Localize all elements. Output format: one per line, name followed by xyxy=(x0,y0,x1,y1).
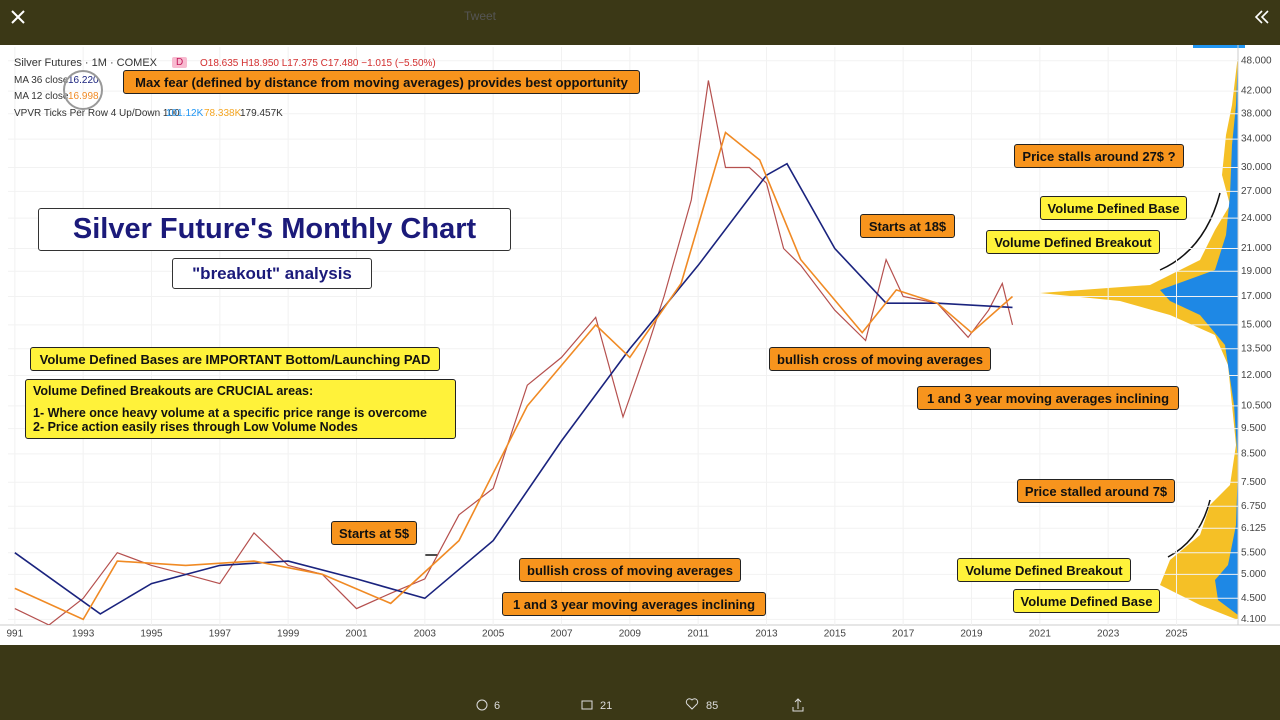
x-tick-label: 2009 xyxy=(619,629,642,640)
symbol-title: Silver Futures · 1M · COMEX xyxy=(14,57,158,69)
retweet-icon[interactable] xyxy=(581,700,593,710)
pointer-arrows xyxy=(425,192,1221,558)
annotation: Price stalled around 7$ xyxy=(1017,479,1175,503)
annotation: Volume Defined Base xyxy=(1013,589,1160,613)
x-tick-label: 2019 xyxy=(960,629,983,640)
annotation: Starts at 18$ xyxy=(860,214,955,238)
highlight-circle xyxy=(63,70,103,110)
annotation: Price stalls around 27$ ? xyxy=(1014,144,1184,168)
x-tick-label: 2023 xyxy=(1097,629,1120,640)
series-line xyxy=(14,162,1013,615)
annotation: bullish cross of moving averages xyxy=(769,347,991,371)
y-tick-label: 4.100 xyxy=(1241,614,1266,625)
x-tick-label: 2013 xyxy=(755,629,778,640)
annotation: Volume Defined Breakout xyxy=(957,558,1131,582)
y-tick-label: 10.500 xyxy=(1241,401,1272,412)
reply-count: 6 xyxy=(494,700,501,712)
y-tick-label: 13.500 xyxy=(1241,343,1272,354)
series-line xyxy=(14,80,1014,625)
y-tick-label: 15.000 xyxy=(1241,320,1272,331)
y-tick-label: 7.500 xyxy=(1241,477,1266,488)
annotation: Starts at 5$ xyxy=(331,521,417,545)
y-tick-label: 24.000 xyxy=(1241,213,1272,224)
y-tick-label: 5.000 xyxy=(1241,569,1266,580)
x-tick-label: 2025 xyxy=(1165,629,1188,640)
y-tick-label: 4.500 xyxy=(1241,593,1266,604)
y-tick-label: 42.000 xyxy=(1241,86,1272,97)
y-tick-label: 6.750 xyxy=(1241,501,1266,512)
indicator-value: 101.12K xyxy=(166,108,204,119)
ma12-legend: MA 12 close xyxy=(14,91,69,102)
annotation: 1 and 3 year moving averages inclining xyxy=(917,386,1179,410)
annotation: Volume Defined Breakouts are CRUCIAL are… xyxy=(25,379,456,439)
indicator-value: 179.457K xyxy=(240,108,283,119)
annotation-line: 1- Where once heavy volume at a specific… xyxy=(33,406,427,420)
y-tick-label: 17.000 xyxy=(1241,291,1272,302)
tweet-title: Tweet xyxy=(464,9,497,23)
series-line xyxy=(14,131,1014,621)
annotation: Volume Defined Bases are IMPORTANT Botto… xyxy=(30,347,440,371)
x-tick-label: 2005 xyxy=(482,629,505,640)
x-tick-label: 1993 xyxy=(72,629,95,640)
x-axis-labels: 991 1993 1995 1997 1999 2001 2003 2005 2007 2009 2… xyxy=(6,629,1188,640)
annotation: Max fear (defined by distance from movin… xyxy=(123,70,640,94)
x-tick-label: 2001 xyxy=(345,629,368,640)
close-button[interactable] xyxy=(11,10,25,24)
x-tick-label: 2011 xyxy=(687,629,709,640)
annotation-line: 2- Price action easily rises through Low… xyxy=(33,420,358,434)
y-tick-label: 6.125 xyxy=(1241,523,1266,534)
progress-bar xyxy=(1193,45,1245,48)
y-tick-label: 34.000 xyxy=(1241,134,1272,145)
x-tick-label: 991 xyxy=(6,629,23,640)
annotation-line: Volume Defined Breakouts are CRUCIAL are… xyxy=(33,384,314,398)
x-tick-label: 2007 xyxy=(550,629,573,640)
annotation-subtitle: "breakout" analysis xyxy=(172,258,372,289)
annotation: Volume Defined Breakout xyxy=(986,230,1160,254)
annotation: Volume Defined Base xyxy=(1040,196,1187,220)
annotation: 1 and 3 year moving averages inclining xyxy=(502,592,766,616)
volume-profile xyxy=(1040,55,1238,620)
like-count: 85 xyxy=(706,700,719,712)
y-tick-label: 21.000 xyxy=(1241,243,1272,254)
y-tick-label: 38.000 xyxy=(1241,108,1272,119)
x-tick-label: 2015 xyxy=(824,629,847,640)
y-tick-label: 48.000 xyxy=(1241,55,1272,66)
annotation: bullish cross of moving averages xyxy=(519,558,741,582)
y-tick-label: 8.500 xyxy=(1241,448,1266,459)
annotation-title: Silver Future's Monthly Chart xyxy=(38,208,511,251)
y-tick-label: 9.500 xyxy=(1241,423,1266,434)
chart: 4.100 4.500 5.000 5.500 6.125 6.750 7.500 8.500… xyxy=(0,45,1280,640)
x-tick-label: 1999 xyxy=(277,629,300,640)
interval-badge: D xyxy=(172,57,188,68)
x-tick-label: 2017 xyxy=(892,629,915,640)
y-tick-label: 19.000 xyxy=(1241,266,1272,277)
x-tick-label: 1995 xyxy=(140,629,163,640)
retweet-count: 21 xyxy=(600,700,613,712)
chart-image: 4.100 4.500 5.000 5.500 6.125 6.750 7.500 8.500… xyxy=(0,45,1280,645)
tweet-actions: 6 21 85 xyxy=(0,645,1280,720)
y-tick-label: 12.000 xyxy=(1241,370,1272,381)
share-icon[interactable] xyxy=(792,698,804,712)
y-tick-label: 5.500 xyxy=(1241,547,1266,558)
indicator: VPVR Ticks Per Row 4 Up/Down 100 xyxy=(14,108,180,119)
x-tick-label: 2003 xyxy=(414,629,437,640)
y-tick-label: 27.000 xyxy=(1241,186,1272,197)
reply-icon[interactable] xyxy=(476,699,488,711)
indicator-value: 78.338K xyxy=(204,108,242,119)
collapse-button[interactable] xyxy=(1254,10,1269,24)
viewer-top-bar: Tweet xyxy=(0,0,1280,45)
action-icons xyxy=(476,698,804,712)
plot-area xyxy=(8,47,1238,625)
x-tick-label: 2021 xyxy=(1029,629,1052,640)
y-tick-label: 30.000 xyxy=(1241,162,1272,173)
x-tick-label: 1997 xyxy=(209,629,232,640)
ohlc: O18.635 H18.950 L17.375 C17.480 −1.015 (… xyxy=(200,58,436,69)
ma36-legend: MA 36 close xyxy=(14,75,69,86)
top-icons: Tweet xyxy=(11,9,1269,24)
like-icon[interactable] xyxy=(685,698,699,710)
